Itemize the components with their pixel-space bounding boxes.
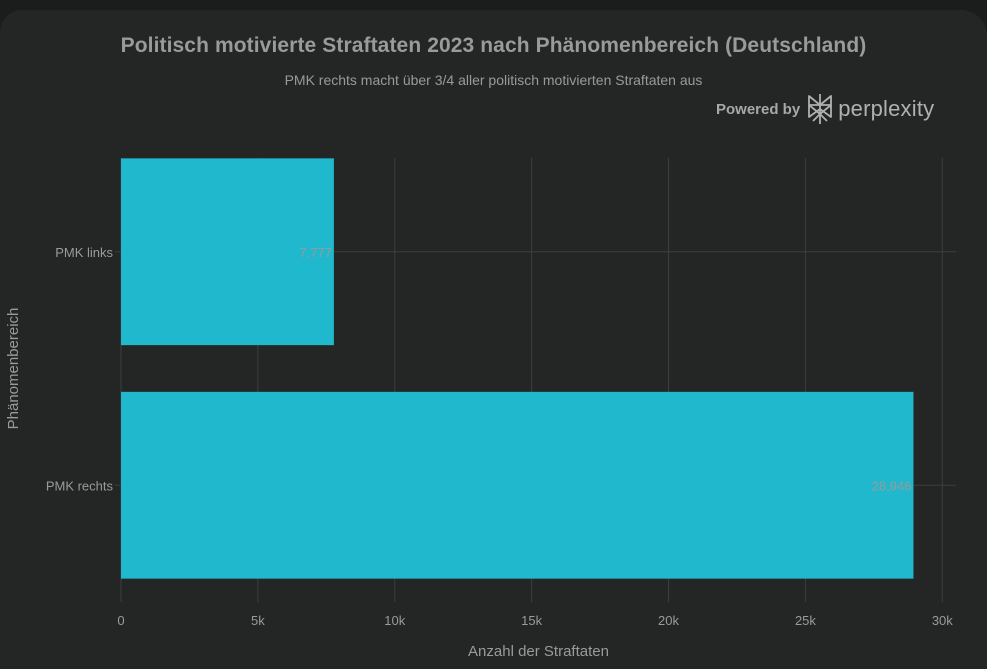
chart-subtitle: PMK rechts macht über 3/4 aller politisc… [284, 72, 703, 88]
x-tick-label: 15k [521, 613, 542, 628]
x-tick-label: 10k [384, 613, 405, 628]
perplexity-wordmark: perplexity [838, 96, 935, 121]
x-tick-label: 30k [932, 613, 953, 628]
x-tick-label: 20k [658, 613, 679, 628]
y-tick-label: PMK rechts [46, 478, 114, 493]
x-tick-labels: 0 5k 10k 15k 20k 25k 30k [117, 613, 953, 628]
chart-title: Politisch motivierte Straftaten 2023 nac… [120, 34, 867, 57]
x-axis-title: Anzahl der Straftaten [468, 643, 609, 660]
x-tick-label: 25k [795, 613, 816, 628]
bar-pmk-links[interactable] [121, 158, 334, 346]
bar-value-label: 28,946 [872, 478, 912, 493]
x-tick-label: 5k [251, 613, 265, 628]
bar-value-label: 7,777 [299, 245, 332, 260]
y-axis-title: Phänomenbereich [5, 308, 22, 430]
x-tick-label: 0 [117, 613, 124, 628]
data-labels: 7,777 28,946 [299, 245, 911, 494]
powered-by-label: Powered by [716, 100, 801, 118]
bars [121, 158, 914, 579]
perplexity-logo-icon [808, 94, 833, 124]
y-tick-labels: PMK links PMK rechts [46, 245, 121, 493]
powered-by-perplexity[interactable]: Powered by perplexity [716, 92, 934, 126]
y-tick-label: PMK links [55, 245, 113, 260]
bar-pmk-rechts[interactable] [121, 391, 914, 579]
